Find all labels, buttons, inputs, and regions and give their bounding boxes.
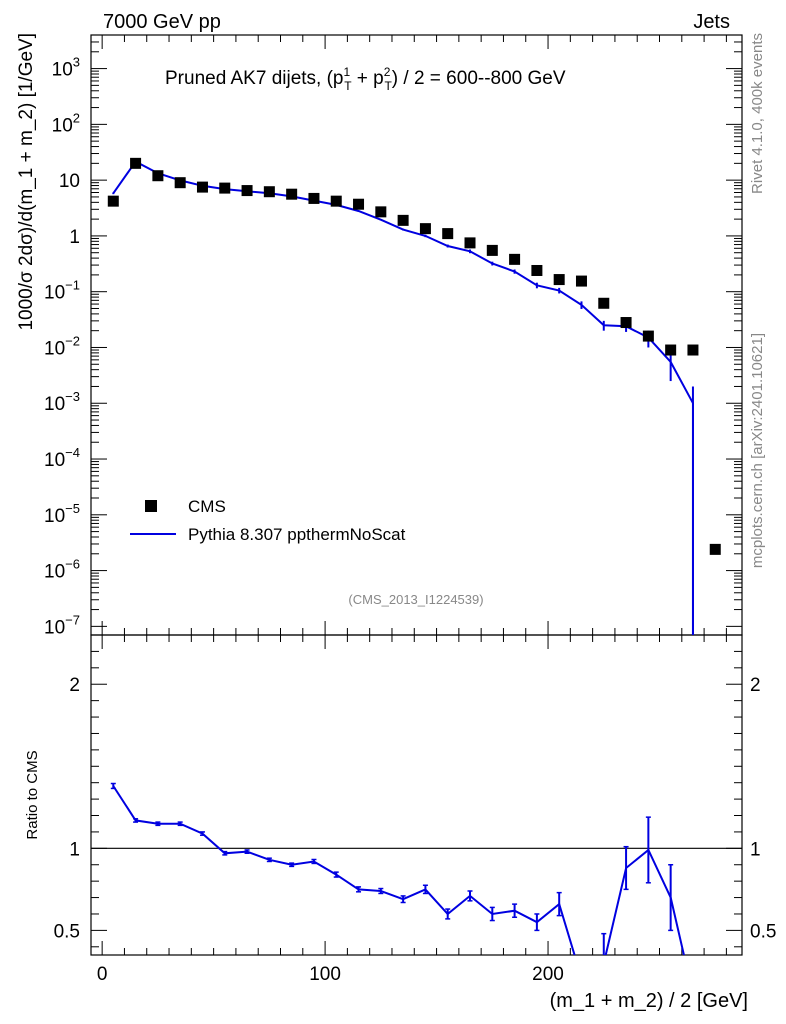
ratio-ytick-label: 1: [69, 839, 80, 860]
header-left: 7000 GeV pp: [103, 11, 221, 33]
main-ytick-label: 10−3: [44, 389, 80, 415]
xtick-label: 200: [532, 964, 564, 985]
cms-point: [196, 181, 208, 193]
cms-point: [353, 198, 365, 210]
ratio-axis-ticks: [91, 635, 742, 955]
main-ytick-label: 10−7: [44, 612, 80, 638]
cms-point: [553, 274, 565, 286]
xlabel: (m_1 + m_2) / 2 [GeV]: [550, 990, 748, 1012]
main-ytick-label: 103: [52, 55, 80, 81]
main-ytick-label: 102: [52, 110, 80, 136]
cms-point: [152, 170, 164, 182]
mcplots-label: mcplots.cern.ch [arXiv:2401.10621]: [749, 333, 766, 568]
main-ytick-label: 10: [59, 171, 80, 192]
cms-point: [308, 192, 320, 204]
ratio-panel-frame: [90, 634, 743, 956]
xtick-label: 0: [97, 964, 108, 985]
cms-point: [107, 195, 119, 207]
cms-point: [397, 214, 409, 226]
cms-point: [130, 157, 142, 169]
cms-point: [375, 206, 387, 218]
cms-point: [575, 275, 587, 287]
main-ytick-label: 10−5: [44, 501, 80, 527]
main-ytick-label: 1: [69, 227, 80, 248]
cms-point: [620, 317, 632, 329]
main-ytick-label: 10−2: [44, 333, 80, 359]
ratio-ytick-label-right: 0.5: [750, 921, 776, 942]
cms-point: [330, 195, 342, 207]
main-ylabel: 1000/σ 2dσ)/d(m_1 + m_2) [1/GeV]: [16, 33, 37, 331]
header-right: Jets: [693, 11, 730, 33]
cms-point: [464, 237, 476, 249]
legend-pythia-label: Pythia 8.307 ppthermNoScat: [188, 525, 406, 544]
ratio-ylabel: Ratio to CMS: [24, 750, 41, 839]
cms-point: [419, 223, 431, 235]
legend-cms-marker: [145, 500, 157, 512]
cms-point: [687, 344, 699, 356]
cms-point: [286, 188, 298, 200]
pythia-line: [112, 160, 694, 635]
plot-title: Pruned AK7 dijets, (p1 T + p2 T) / 2 = 600…: [165, 65, 566, 93]
main-ytick-label: 10−4: [44, 445, 80, 471]
main-ytick-label: 10−1: [44, 278, 80, 304]
cms-point: [709, 543, 721, 555]
ratio-ytick-label: 2: [69, 675, 80, 696]
cms-point: [665, 344, 677, 356]
main-axis-ticks: [91, 34, 742, 635]
ratio-series: [110, 782, 685, 955]
cms-point: [642, 330, 654, 342]
ratio-line: [112, 785, 685, 955]
main-data-layer: [107, 157, 721, 635]
legend: CMS Pythia 8.307 ppthermNoScat: [130, 497, 406, 544]
cms-point: [241, 185, 253, 197]
analysis-watermark: (CMS_2013_I1224539): [348, 592, 483, 607]
cms-point: [174, 177, 186, 189]
legend-cms-label: CMS: [188, 497, 226, 516]
ratio-data-layer: [91, 782, 742, 955]
cms-point: [442, 228, 454, 240]
cms-point: [219, 182, 231, 194]
ratio-ytick-label-right: 1: [750, 839, 761, 860]
cms-point: [531, 264, 543, 276]
rivet-label: Rivet 4.1.0, 400k events: [749, 33, 766, 194]
xtick-labels: 0 100 200: [97, 964, 564, 985]
cms-point: [509, 253, 521, 265]
main-ytick-label: 10−6: [44, 557, 80, 583]
cms-point: [263, 186, 275, 198]
cms-point: [598, 297, 610, 309]
ratio-ytick-label-right: 2: [750, 675, 761, 696]
ratio-ytick-labels: 2 2 1 1 0.5 0.5: [54, 675, 777, 942]
xtick-label: 100: [309, 964, 341, 985]
cms-point: [486, 244, 498, 256]
ratio-ytick-label: 0.5: [54, 921, 80, 942]
